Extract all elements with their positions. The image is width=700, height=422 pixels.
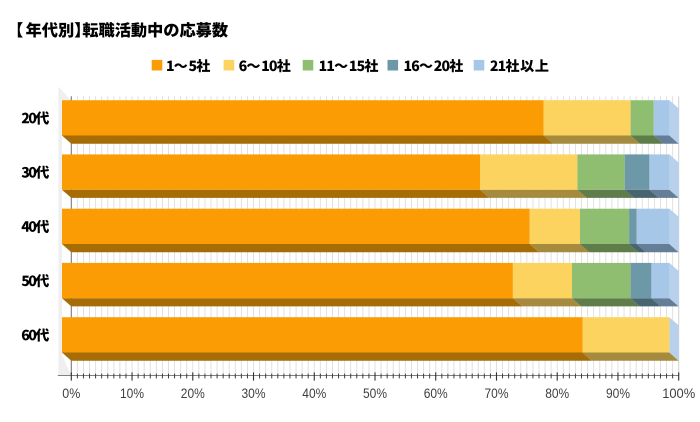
svg-text:20%: 20%: [181, 385, 205, 401]
svg-text:90%: 90%: [606, 385, 630, 401]
svg-text:50%: 50%: [363, 385, 387, 401]
svg-text:40%: 40%: [302, 385, 326, 401]
svg-text:60%: 60%: [424, 385, 448, 401]
svg-text:10%: 10%: [120, 385, 144, 401]
svg-text:80%: 80%: [545, 385, 569, 401]
svg-text:100%: 100%: [662, 385, 695, 401]
svg-text:0%: 0%: [62, 385, 80, 401]
svg-text:70%: 70%: [485, 385, 509, 401]
svg-text:30%: 30%: [242, 385, 266, 401]
